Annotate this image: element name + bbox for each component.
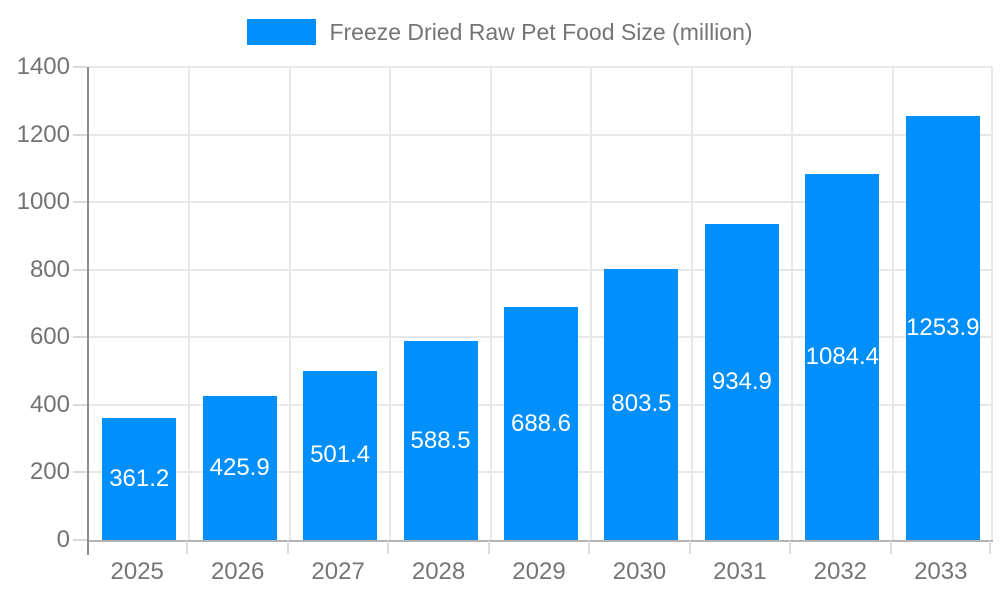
x-axis-tick [688,541,691,554]
y-axis-tick [73,268,87,271]
x-axis-tick-label: 2025 [110,558,164,585]
x-axis-tick-label: 2030 [612,558,667,585]
bar-value-label: 1253.9 [906,314,980,342]
x-axis-tick [889,541,892,554]
gridline-vertical [891,67,894,540]
legend[interactable]: Freeze Dried Raw Pet Food Size (million) [0,17,1000,47]
bar[interactable]: 688.6 [504,307,578,540]
y-axis-tick-label: 0 [56,526,70,553]
y-axis-tick-label: 200 [29,458,70,486]
gridline-vertical [690,67,693,540]
y-axis-tick-label: 600 [29,323,70,351]
bar[interactable]: 588.5 [403,341,478,540]
bar[interactable]: 501.4 [303,370,378,540]
x-axis-tick [989,541,991,554]
legend-swatch [247,19,317,45]
x-axis-tick-label: 2027 [311,558,365,585]
gridline-horizontal [89,133,993,136]
y-axis-tick-label: 800 [29,255,70,283]
bar-value-label: 425.9 [209,454,270,482]
bar[interactable]: 803.5 [604,268,679,540]
bar[interactable]: 425.9 [202,396,277,540]
bar-value-label: 803.5 [611,390,672,418]
y-axis-tick [73,336,87,339]
x-axis-tick-label: 2031 [713,558,767,585]
bar[interactable]: 934.9 [704,224,779,540]
y-axis-tick [73,66,87,68]
y-axis-tick-label: 1200 [16,120,70,148]
gridline-vertical [590,67,593,540]
legend-label: Freeze Dried Raw Pet Food Size (million) [329,18,753,45]
y-axis-tick [73,471,87,474]
gridline-horizontal [89,66,993,68]
gridline-vertical [489,67,492,540]
x-axis-tick-label: 2032 [813,558,868,585]
y-axis-tick [73,133,87,136]
x-axis-tick [186,541,189,554]
y-axis-tick-label: 1400 [16,53,70,80]
bar-value-label: 934.9 [711,368,772,396]
gridline-vertical [389,67,392,540]
y-axis-tick-label: 400 [29,390,70,418]
plot-area: 361.2 425.9 501.4 588.5 688.6 803.5 934.9 1084.… [87,66,993,555]
y-axis-tick [73,539,87,541]
gridline-vertical [991,67,993,540]
bar[interactable]: 1253.9 [905,116,980,540]
bar-value-label: 361.2 [109,464,170,492]
y-axis-tick [73,403,87,406]
x-axis-tick-label: 2028 [411,558,466,585]
y-axis-tick-label: 1000 [16,188,70,216]
x-axis-tick-label: 2026 [210,558,265,585]
bar[interactable]: 361.2 [102,417,177,540]
x-axis-tick [487,541,490,554]
y-axis-tick [73,201,87,204]
bar-value-label: 501.4 [310,441,371,469]
gridline-horizontal [89,268,993,271]
bar-value-label: 688.6 [510,409,572,437]
bar[interactable]: 1084.4 [805,173,880,540]
bar-value-label: 588.5 [410,426,471,454]
x-axis-tick [387,541,390,554]
bar-value-label: 1084.4 [805,342,880,370]
gridline-horizontal [89,201,993,204]
x-axis-tick [286,541,289,554]
gridline-vertical [288,67,291,540]
y-axis-line [87,540,89,555]
x-axis-tick-label: 2029 [512,558,566,585]
gridline-vertical [188,67,191,540]
x-axis-tick [789,541,792,554]
x-axis-tick [588,541,591,554]
gridline-vertical [791,67,794,540]
x-axis-tick-label: 2033 [914,558,968,585]
